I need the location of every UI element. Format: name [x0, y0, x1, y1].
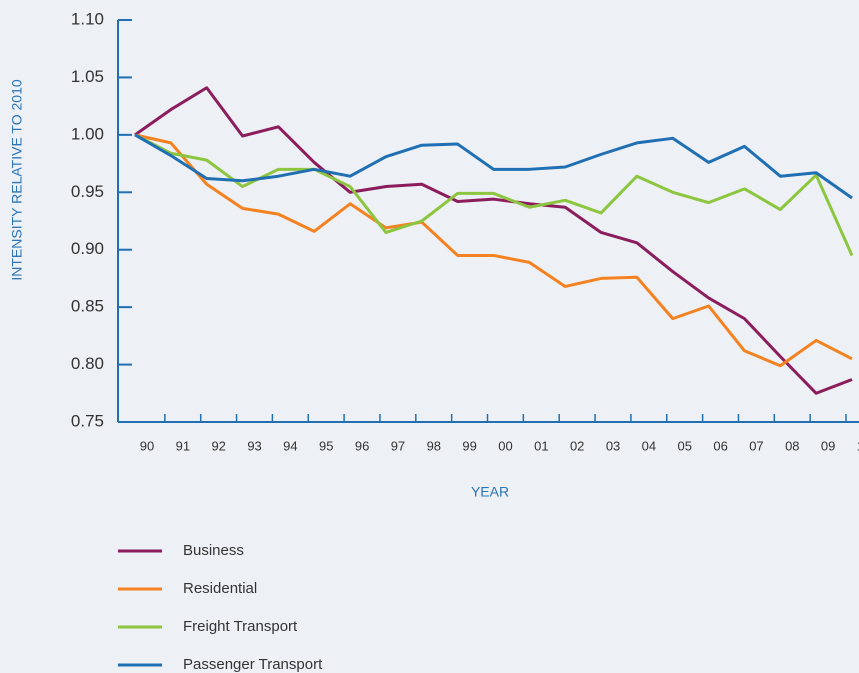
- x-tick-label: 96: [355, 438, 369, 453]
- x-tick-label: 97: [391, 438, 405, 453]
- y-tick-label: 0.80: [71, 354, 104, 373]
- x-tick-label: 98: [427, 438, 441, 453]
- series-line: [134, 86, 853, 395]
- y-tick-label: 0.95: [71, 182, 104, 201]
- x-axis-label: YEAR: [471, 484, 509, 500]
- legend-label: Passenger Transport: [183, 656, 323, 673]
- x-tick-label: 01: [534, 438, 548, 453]
- x-tick-label: 00: [498, 438, 512, 453]
- x-tick-label: 07: [749, 438, 763, 453]
- y-tick-label: 1.10: [71, 9, 104, 28]
- x-tick-label: 03: [606, 438, 620, 453]
- y-tick-label: 0.90: [71, 239, 104, 258]
- x-tick-label: 94: [283, 438, 297, 453]
- y-tick-label: 1.05: [71, 67, 104, 86]
- x-tick-label: 10: [857, 438, 859, 453]
- x-tick-label: 09: [821, 438, 835, 453]
- legend-label: Business: [183, 542, 244, 559]
- y-tick-label: 0.85: [71, 297, 104, 316]
- x-tick-label: 04: [642, 438, 656, 453]
- y-tick-label: 1.00: [71, 124, 104, 143]
- series-line: [134, 133, 853, 200]
- x-tick-label: 90: [140, 438, 154, 453]
- x-tick-label: 95: [319, 438, 333, 453]
- y-axis-label: INTENSITY RELATIVE TO 2010: [9, 79, 25, 280]
- series-line: [134, 133, 854, 257]
- x-tick-label: 93: [247, 438, 261, 453]
- x-tick-label: 05: [678, 438, 692, 453]
- legend-label: Residential: [183, 580, 257, 597]
- x-tick-label: 02: [570, 438, 584, 453]
- x-tick-label: 99: [462, 438, 476, 453]
- legend-label: Freight Transport: [183, 618, 298, 635]
- x-tick-label: 06: [713, 438, 727, 453]
- x-tick-label: 08: [785, 438, 799, 453]
- x-tick-label: 92: [211, 438, 225, 453]
- series-line: [134, 133, 853, 368]
- y-tick-label: 0.75: [71, 411, 104, 430]
- x-tick-label: 91: [176, 438, 190, 453]
